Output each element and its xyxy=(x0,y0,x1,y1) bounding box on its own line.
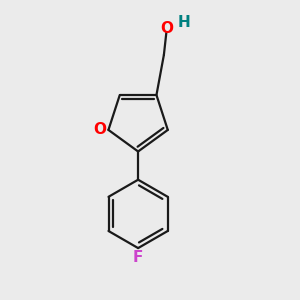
Text: O: O xyxy=(160,21,173,36)
Text: O: O xyxy=(94,122,106,137)
Text: H: H xyxy=(178,15,190,30)
Text: F: F xyxy=(133,250,143,265)
